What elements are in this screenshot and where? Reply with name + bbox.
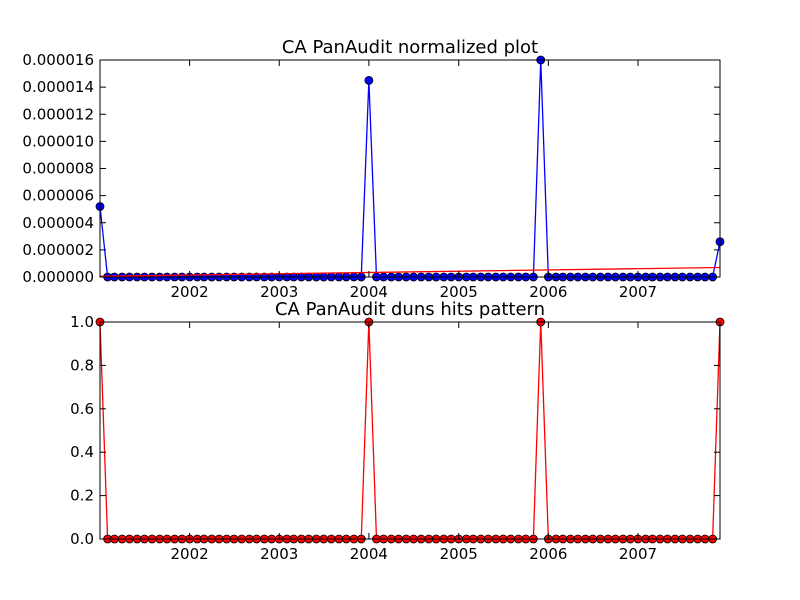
- y-tick-label: 1.0: [70, 313, 94, 331]
- x-tick-label: 2005: [440, 283, 478, 301]
- x-tick-label: 2002: [171, 283, 209, 301]
- y-tick-label: 0.4: [70, 443, 94, 461]
- y-tick-label: 0.000000: [22, 268, 94, 286]
- y-tick-label: 0.000006: [22, 187, 94, 205]
- series-line-1: [99, 59, 721, 278]
- x-tick-label: 2007: [619, 283, 657, 301]
- x-tick-label: 2003: [260, 545, 298, 563]
- data-point: [364, 75, 374, 85]
- chart-title: CA PanAudit normalized plot: [282, 37, 538, 58]
- x-tick-label: 2007: [619, 545, 657, 563]
- y-tick-label: 0.0: [70, 530, 94, 548]
- x-tick-label: 2004: [350, 545, 388, 563]
- series-line-1: [99, 321, 721, 540]
- chart-title: CA PanAudit duns hits pattern: [275, 299, 545, 320]
- x-tick-label: 2003: [260, 283, 298, 301]
- y-tick-label: 0.000008: [22, 160, 94, 178]
- y-tick-label: 0.000004: [22, 214, 94, 232]
- y-tick-label: 0.000012: [22, 105, 94, 123]
- y-tick-label: 0.000010: [22, 132, 94, 150]
- chart-panel-2: CA PanAudit duns hits pattern 2002 2003 200…: [70, 299, 725, 563]
- y-tick-label: 0.6: [70, 400, 94, 418]
- chart-panel-1: CA PanAudit normalized plot 2002 2003 2004 2…: [22, 37, 725, 301]
- axes-frame: [99, 321, 721, 540]
- x-tick-label: 2006: [529, 545, 567, 563]
- y-tick-label: 0.000016: [22, 51, 94, 69]
- y-tick-label: 0.2: [70, 487, 94, 505]
- y-tick-label: 0.000014: [22, 78, 94, 96]
- y-tick-label: 0.8: [70, 356, 94, 374]
- series-line-2: [99, 266, 721, 277]
- x-tick-label: 2006: [529, 283, 567, 301]
- x-tick-label: 2005: [440, 545, 478, 563]
- y-tick-label: 0.000002: [22, 241, 94, 259]
- axes-frame: [99, 59, 721, 278]
- x-tick-label: 2004: [350, 283, 388, 301]
- x-tick-label: 2002: [171, 545, 209, 563]
